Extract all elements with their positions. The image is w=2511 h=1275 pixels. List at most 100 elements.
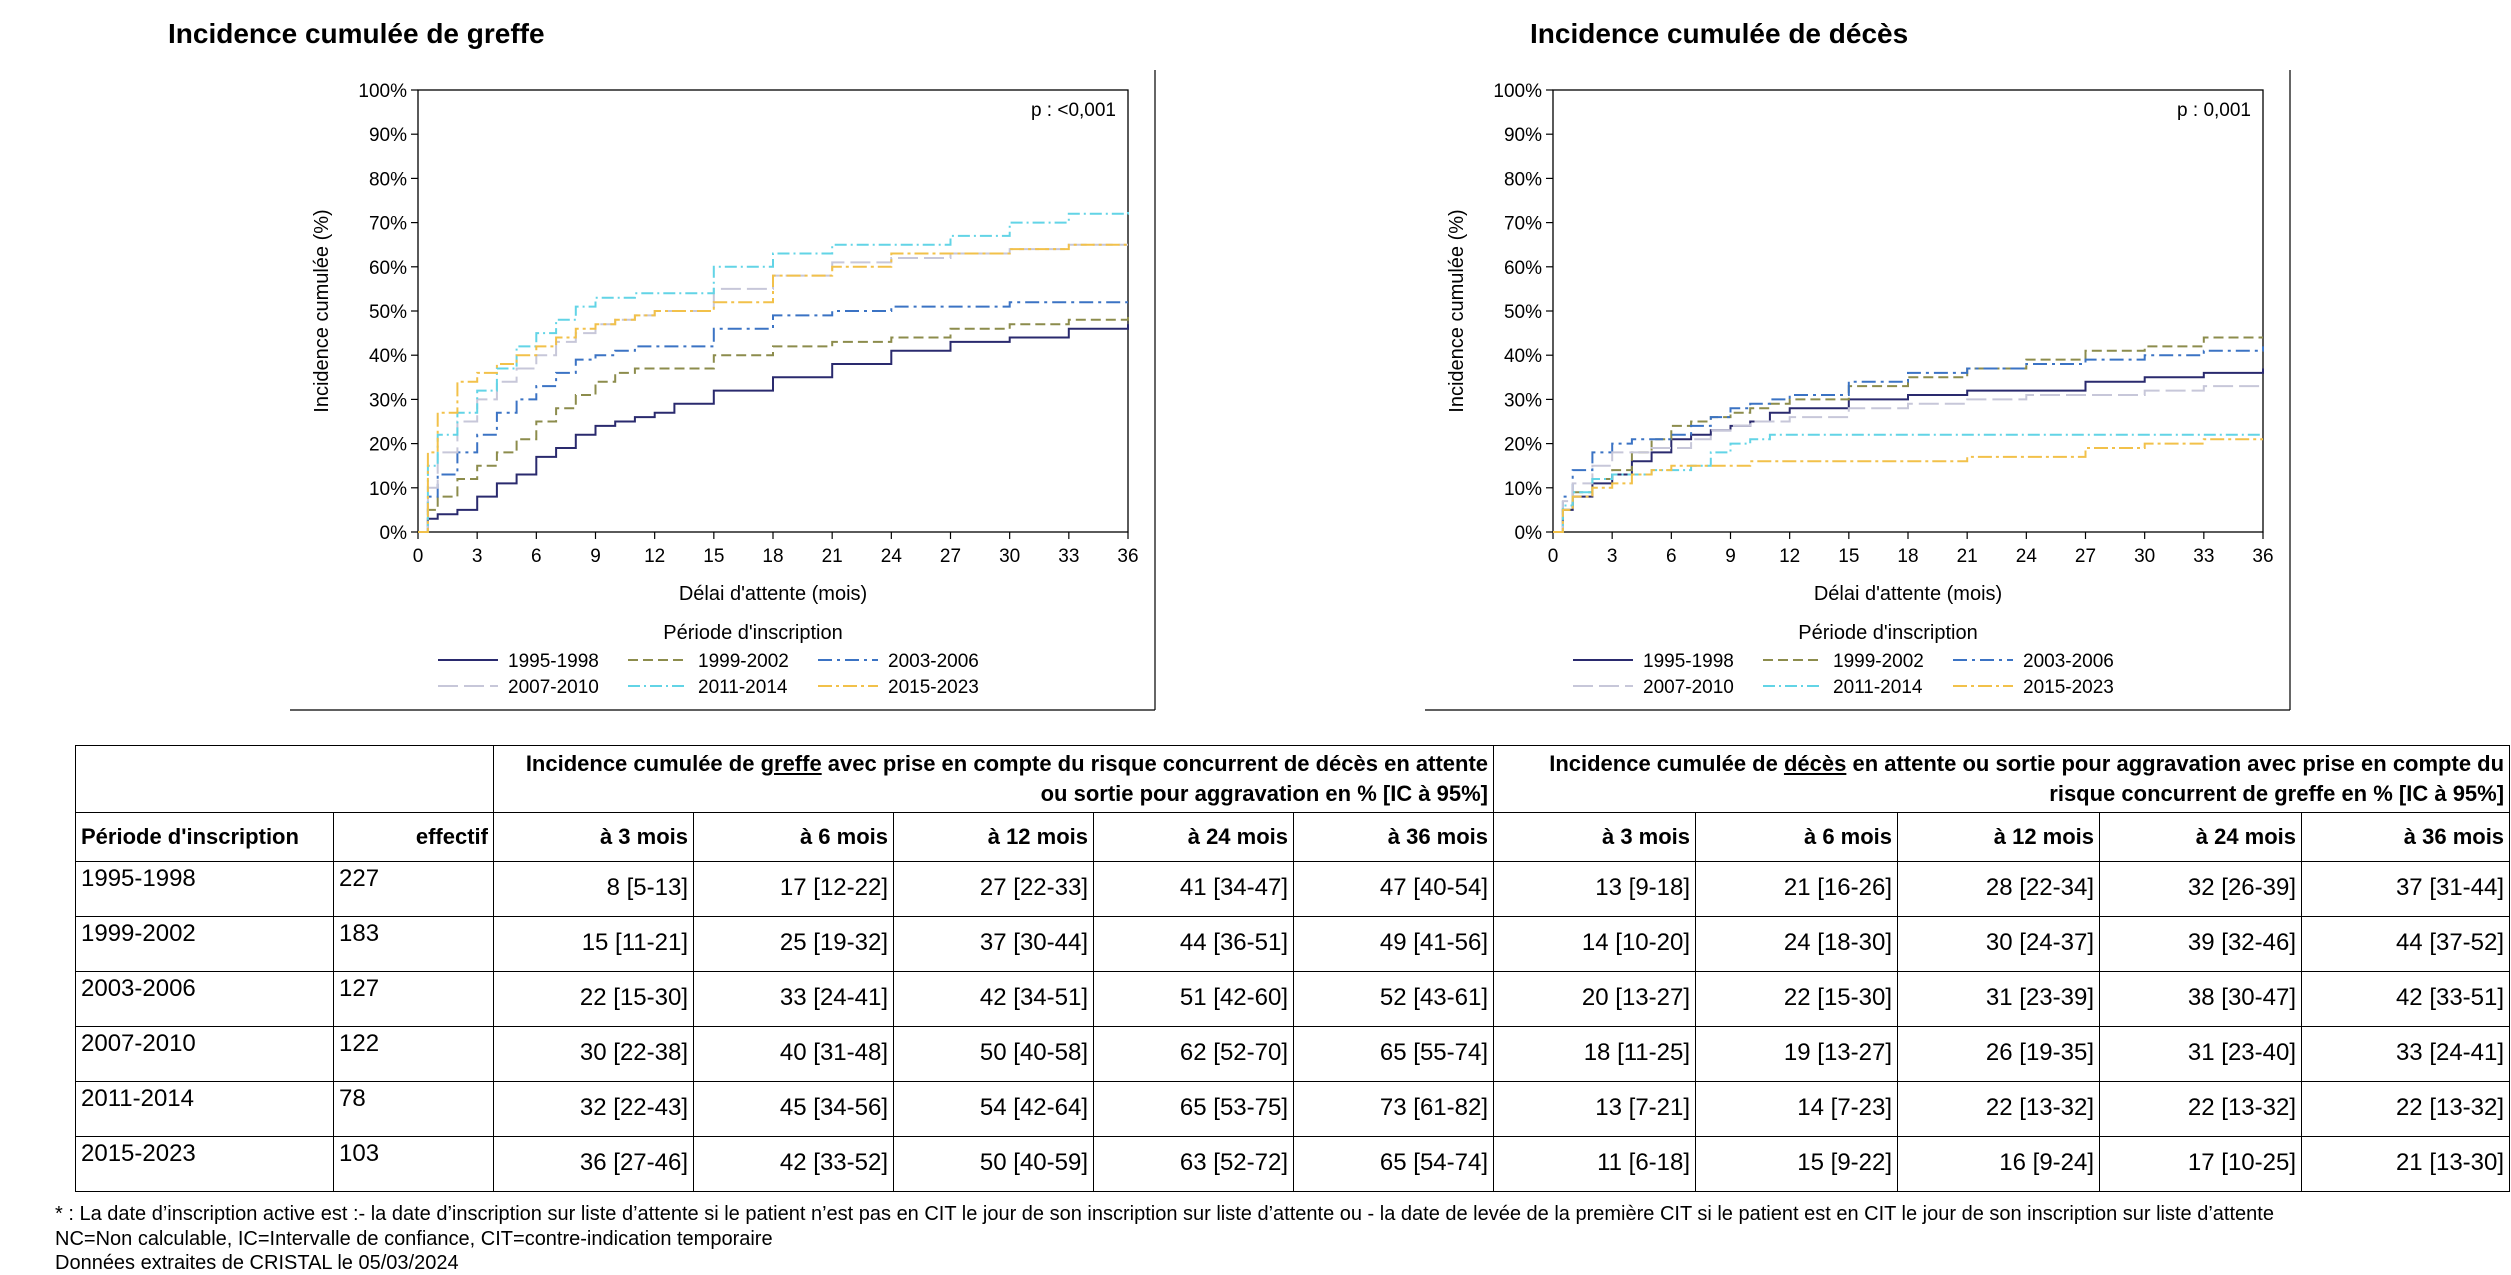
cell-graft-value: 40 [31-48] xyxy=(693,1026,894,1082)
plot-area xyxy=(1552,89,2264,533)
cell-graft-value: 65 [55-74] xyxy=(1292,1026,1495,1082)
y-tick-label: 70% xyxy=(1504,214,1542,235)
cell-effectif: 227 xyxy=(333,861,494,917)
x-tick-label: 15 xyxy=(1838,546,1859,567)
cell-death-value: 22 [13-32] xyxy=(2301,1081,2511,1137)
cell-graft-value: 44 [36-51] xyxy=(1093,916,1294,972)
cell-death-value: 22 [13-32] xyxy=(2099,1081,2303,1137)
cell-graft-value: 52 [43-61] xyxy=(1292,971,1495,1027)
cell-death-value: 11 [6-18] xyxy=(1493,1136,1697,1192)
x-tick-label: 30 xyxy=(2134,546,2155,567)
series-line-2011-2014 xyxy=(418,209,1129,533)
x-tick-label: 18 xyxy=(762,546,783,567)
x-tick-label: 27 xyxy=(940,546,961,567)
cell-graft-value: 51 [42-60] xyxy=(1093,971,1294,1027)
x-tick-label: 36 xyxy=(1117,546,1138,567)
table-row: 2003-2006 127 22 [15-30] 33 [24-41] 42 [34-5… xyxy=(75,971,2511,1027)
cell-graft-value: 8 [5-13] xyxy=(493,861,694,917)
x-tick-label: 6 xyxy=(1666,546,1677,567)
cell-death-value: 14 [7-23] xyxy=(1695,1081,1899,1137)
x-tick-label: 27 xyxy=(2075,546,2096,567)
legend-label: 2011-2014 xyxy=(698,677,788,698)
legend-label: 2003-2006 xyxy=(888,651,979,672)
cell-graft-value: 45 [34-56] xyxy=(693,1081,894,1137)
col-header-death-3: à 3 mois xyxy=(1493,812,1697,862)
cell-effectif: 122 xyxy=(333,1026,494,1082)
y-tick-label: 50% xyxy=(369,302,407,323)
y-tick-label: 30% xyxy=(1504,390,1542,411)
y-tick-label: 90% xyxy=(369,125,407,146)
legend-label: 1995-1998 xyxy=(508,651,599,672)
series-line-2015-2023 xyxy=(1553,438,2263,533)
y-axis-label: Incidence cumulée (%) xyxy=(311,209,333,412)
cell-graft-value: 37 [30-44] xyxy=(893,916,1094,972)
cell-graft-value: 65 [54-74] xyxy=(1292,1136,1495,1192)
cell-period: 2007-2010 xyxy=(75,1026,334,1082)
series-line-2015-2023 xyxy=(418,243,1128,533)
cell-death-value: 44 [37-52] xyxy=(2301,916,2511,972)
cell-death-value: 13 [7-21] xyxy=(1493,1081,1697,1137)
col-header-graft-24: à 24 mois xyxy=(1093,812,1294,862)
table-row: 2015-2023 103 36 [27-46] 42 [33-52] 50 [40-5… xyxy=(75,1136,2511,1192)
y-tick-label: 70% xyxy=(369,214,407,235)
y-tick-label: 80% xyxy=(369,169,407,190)
y-tick-label: 60% xyxy=(369,258,407,279)
footnote-source: Données extraites de CRISTAL le 05/03/20… xyxy=(55,1252,459,1274)
col-header-effectif: effectif xyxy=(333,812,494,862)
cell-period: 1995-1998 xyxy=(75,861,334,917)
cell-graft-value: 41 [34-47] xyxy=(1093,861,1294,917)
cell-death-value: 13 [9-18] xyxy=(1493,861,1697,917)
cell-graft-value: 50 [40-58] xyxy=(893,1026,1094,1082)
cell-effectif: 78 xyxy=(333,1081,494,1137)
cell-death-value: 28 [22-34] xyxy=(1897,861,2101,917)
cell-death-value: 22 [13-32] xyxy=(1897,1081,2101,1137)
x-tick-label: 0 xyxy=(1548,546,1559,567)
legend-title: Période d'inscription xyxy=(663,622,842,644)
cell-death-value: 16 [9-24] xyxy=(1897,1136,2101,1192)
x-axis-label: Délai d'attente (mois) xyxy=(1814,583,2002,605)
cell-graft-value: 36 [27-46] xyxy=(493,1136,694,1192)
cell-death-value: 32 [26-39] xyxy=(2099,861,2303,917)
col-header-graft-3: à 3 mois xyxy=(493,812,694,862)
cell-graft-value: 42 [33-52] xyxy=(693,1136,894,1192)
cell-graft-value: 42 [34-51] xyxy=(893,971,1094,1027)
cell-graft-value: 47 [40-54] xyxy=(1292,861,1495,917)
series-line-1999-2002 xyxy=(1553,336,2263,533)
cell-graft-value: 49 [41-56] xyxy=(1292,916,1495,972)
col-header-graft-12: à 12 mois xyxy=(893,812,1094,862)
x-tick-label: 18 xyxy=(1897,546,1918,567)
cell-death-value: 18 [11-25] xyxy=(1493,1026,1697,1082)
y-tick-label: 10% xyxy=(1504,479,1542,500)
x-tick-label: 0 xyxy=(413,546,424,567)
cell-death-value: 37 [31-44] xyxy=(2301,861,2511,917)
series-line-1999-2002 xyxy=(418,315,1129,533)
cell-death-value: 42 [33-51] xyxy=(2301,971,2511,1027)
cell-death-value: 21 [13-30] xyxy=(2301,1136,2511,1192)
x-tick-label: 9 xyxy=(590,546,601,567)
cell-graft-value: 25 [19-32] xyxy=(693,916,894,972)
x-tick-label: 21 xyxy=(1957,546,1978,567)
x-tick-label: 21 xyxy=(822,546,843,567)
cell-death-value: 26 [19-35] xyxy=(1897,1026,2101,1082)
cell-death-value: 19 [13-27] xyxy=(1695,1026,1899,1082)
cell-death-value: 24 [18-30] xyxy=(1695,916,1899,972)
y-tick-label: 40% xyxy=(1504,346,1542,367)
x-tick-label: 3 xyxy=(472,546,483,567)
x-tick-label: 33 xyxy=(2193,546,2214,567)
cell-graft-value: 32 [22-43] xyxy=(493,1081,694,1137)
cell-death-value: 14 [10-20] xyxy=(1493,916,1697,972)
y-tick-label: 90% xyxy=(1504,125,1542,146)
series-line-1995-1998 xyxy=(418,324,1129,533)
legend-label: 2007-2010 xyxy=(1643,677,1734,698)
chart-title-deces: Incidence cumulée de décès xyxy=(1530,18,1909,49)
col-header-graft-6: à 6 mois xyxy=(693,812,894,862)
cell-graft-value: 15 [11-21] xyxy=(493,916,694,972)
x-tick-label: 24 xyxy=(2016,546,2038,567)
cell-death-value: 39 [32-46] xyxy=(2099,916,2303,972)
cell-death-value: 15 [9-22] xyxy=(1695,1136,1899,1192)
y-tick-label: 20% xyxy=(1504,435,1542,456)
table-row: 2007-2010 122 30 [22-38] 40 [31-48] 50 [40-5… xyxy=(75,1026,2511,1082)
legend-label: 2007-2010 xyxy=(508,677,599,698)
series-line-2007-2010 xyxy=(1553,385,2263,533)
y-tick-label: 60% xyxy=(1504,258,1542,279)
